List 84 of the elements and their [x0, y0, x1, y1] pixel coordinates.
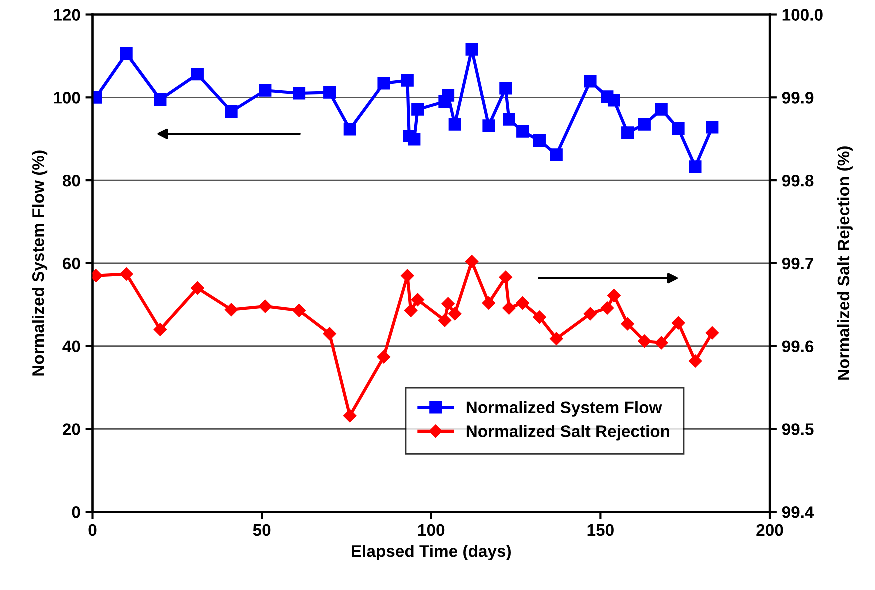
- point: [258, 300, 272, 314]
- point: [323, 327, 336, 340]
- y2-tick-label: 99.6: [782, 340, 814, 353]
- point: [225, 303, 238, 316]
- y-tick-label: 60: [63, 258, 80, 270]
- x-axis-title: Elapsed Time (days): [352, 545, 511, 561]
- point: [584, 75, 597, 88]
- y-tick-label: 20: [62, 424, 80, 436]
- point: [259, 84, 272, 97]
- point: [655, 103, 668, 116]
- y-tick-label: 0: [72, 506, 80, 518]
- point: [191, 68, 204, 81]
- point: [516, 296, 530, 310]
- point: [293, 87, 306, 100]
- point: [154, 323, 168, 336]
- point: [438, 314, 452, 328]
- point: [608, 289, 621, 302]
- point: [378, 77, 390, 90]
- x-tick-label: 0: [88, 524, 97, 536]
- x-tick-label: 100: [418, 524, 445, 536]
- point: [344, 409, 357, 423]
- point: [377, 350, 391, 364]
- point: [482, 296, 496, 310]
- y-tick-label: 40: [62, 340, 80, 353]
- legend-label: Normalized Salt Rejection: [466, 425, 670, 441]
- point: [689, 160, 702, 174]
- point: [655, 336, 668, 350]
- point: [503, 113, 516, 126]
- point: [706, 326, 720, 340]
- y2-tick-label: 99.7: [782, 258, 814, 270]
- point: [412, 103, 424, 116]
- y-tick-label: 80: [62, 174, 80, 187]
- point: [225, 105, 238, 118]
- y2-tick-label: 100.0: [782, 9, 823, 21]
- point: [344, 123, 356, 136]
- point: [324, 86, 336, 99]
- point: [638, 334, 652, 348]
- point: [516, 125, 530, 138]
- point: [622, 126, 634, 140]
- point: [584, 307, 598, 321]
- point: [466, 43, 478, 56]
- point: [154, 93, 167, 106]
- point: [408, 133, 421, 146]
- y2-tick-label: 99.4: [782, 506, 814, 518]
- point: [688, 354, 702, 368]
- point: [404, 304, 418, 318]
- y-axis-title: Normalized System Flow (%): [32, 150, 48, 376]
- point: [442, 297, 455, 311]
- x-tick-label: 150: [588, 524, 614, 536]
- legend-label: Normalized System Flow: [466, 401, 662, 417]
- point: [533, 134, 546, 147]
- y2-tick-label: 99.8: [782, 174, 814, 187]
- x-tick-label: 200: [756, 524, 784, 536]
- point: [550, 332, 564, 346]
- point: [550, 148, 563, 162]
- y2-tick-label: 99.5: [782, 424, 814, 436]
- point: [465, 255, 479, 268]
- point: [191, 282, 204, 295]
- point: [442, 89, 455, 102]
- point: [120, 268, 134, 281]
- point: [672, 316, 686, 330]
- point: [411, 293, 424, 306]
- point: [482, 120, 496, 132]
- point: [621, 317, 634, 331]
- y2-axis-title: Normalized Salt Rejection (%): [837, 146, 853, 380]
- point: [608, 94, 620, 107]
- point: [502, 302, 516, 315]
- point: [401, 74, 414, 87]
- point: [500, 82, 512, 95]
- point: [638, 118, 651, 131]
- point: [120, 47, 133, 60]
- point: [448, 307, 462, 321]
- point: [448, 118, 462, 131]
- y-tick-label: 100: [54, 92, 80, 104]
- y-tick-label: 120: [54, 9, 80, 21]
- point: [499, 270, 512, 284]
- point: [672, 122, 685, 135]
- x-tick-label: 50: [253, 524, 271, 536]
- point: [706, 121, 719, 134]
- point: [600, 302, 614, 315]
- y2-tick-label: 99.9: [782, 92, 814, 104]
- point: [533, 310, 546, 324]
- point: [292, 304, 306, 318]
- point: [401, 269, 414, 282]
